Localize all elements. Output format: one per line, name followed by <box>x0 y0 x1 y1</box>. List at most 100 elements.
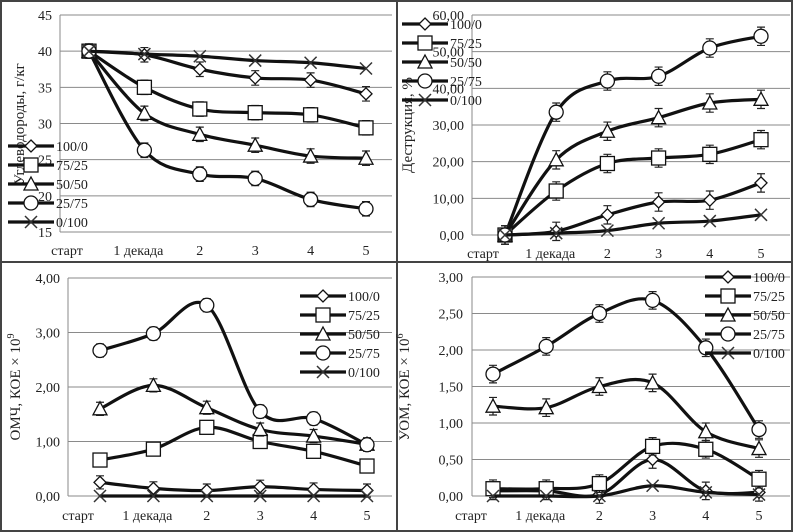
y-tick-label: 20,00 <box>433 156 465 171</box>
marker-circle <box>650 68 667 84</box>
legend-label: 50/50 <box>450 56 482 71</box>
y-tick-label: 30,00 <box>433 119 465 134</box>
x-tick-label: 5 <box>758 247 765 262</box>
marker-circle <box>23 195 39 211</box>
legend-label: 100/0 <box>753 271 785 286</box>
marker-triangle <box>247 136 264 152</box>
legend-label: 75/25 <box>348 309 380 324</box>
marker-circle <box>92 342 108 359</box>
marker-x <box>146 489 160 503</box>
marker-triangle <box>314 325 332 341</box>
legend-label: 25/75 <box>348 347 380 362</box>
series-line <box>493 484 760 499</box>
marker-triangle <box>416 53 434 69</box>
marker-x <box>82 44 96 58</box>
marker-x <box>93 489 107 503</box>
marker-square <box>302 107 319 123</box>
marker-x <box>137 47 151 61</box>
y-axis-label: ОМЧ, КОЕ × 109 <box>6 333 24 440</box>
marker-triangle <box>701 94 718 110</box>
marker-square <box>644 438 661 455</box>
legend-item: 100/0 <box>402 17 482 33</box>
marker-circle <box>305 410 322 427</box>
marker-x <box>539 489 553 503</box>
marker-x <box>600 224 614 238</box>
marker-square <box>702 146 718 162</box>
chart-destruction: 0,00 10,00 20,00 30,00 40,00 50,00 60,00 старт 1… <box>400 9 790 262</box>
legend-label: 0/100 <box>348 366 380 381</box>
series-75-25 <box>485 437 767 499</box>
marker-diamond <box>146 481 161 496</box>
marker-diamond <box>316 289 330 303</box>
chart-omch: 0,00 1,00 2,00 3,00 4,00 старт 1 декада 2 3 4 5 ОМЧ… <box>6 272 392 524</box>
x-tick-label: 1 декада <box>515 509 566 524</box>
x-tick-label: 5 <box>756 509 763 524</box>
y-tick-label: 30 <box>38 118 52 133</box>
legend-label: 75/25 <box>753 290 785 305</box>
y-tick-label: 2,00 <box>36 381 61 396</box>
marker-circle <box>702 40 718 56</box>
y-axis-label: Углеводороды, г/кг <box>12 63 28 185</box>
y-axis-label: УОМ, КОЕ × 106 <box>395 333 413 440</box>
marker-circle <box>644 292 661 309</box>
marker-x <box>646 479 660 493</box>
marker-square <box>192 101 208 117</box>
y-tick-label: 0,00 <box>36 490 61 505</box>
marker-triangle <box>599 122 616 138</box>
x-tick-label: 2 <box>196 244 203 259</box>
y-axis-label: Деструкция, % <box>400 77 416 173</box>
legend-item: 100/0 <box>300 289 380 305</box>
y-tick-label: 1,00 <box>439 417 464 432</box>
marker-x <box>316 365 330 379</box>
marker-triangle <box>252 421 269 437</box>
marker-square <box>751 471 767 487</box>
marker-triangle <box>198 399 215 415</box>
legend-label: 0/100 <box>450 94 482 109</box>
marker-x <box>754 208 768 222</box>
x-tick-label: 2 <box>604 247 611 262</box>
x-tick-label: 1 декада <box>113 244 164 259</box>
marker-x <box>721 346 735 360</box>
series-0-100 <box>82 44 373 76</box>
marker-circle <box>720 326 736 342</box>
legend-label: 25/75 <box>56 197 88 212</box>
marker-x <box>193 49 207 63</box>
marker-x <box>248 54 262 68</box>
legend-label: 75/25 <box>56 159 88 174</box>
marker-triangle <box>644 374 661 390</box>
marker-circle <box>417 73 433 89</box>
x-tick-label: старт <box>455 509 487 524</box>
legend-item: 75/25 <box>8 157 88 174</box>
marker-square <box>591 475 608 492</box>
marker-x <box>486 489 500 503</box>
chart-uom: 0,00 0,50 1,00 1,50 2,00 2,50 3,00 старт 1 декад… <box>395 270 790 524</box>
marker-triangle <box>22 175 40 191</box>
y-tick-label: 10,00 <box>433 192 465 207</box>
x-tick-label: 2 <box>596 509 603 524</box>
y-axis-label-exponent: 6 <box>395 333 406 338</box>
legend-item: 50/50 <box>705 306 785 324</box>
marker-square <box>92 452 108 468</box>
x-tick-label: 3 <box>257 509 264 524</box>
x-tick-label: старт <box>467 247 499 262</box>
marker-diamond <box>721 270 735 284</box>
marker-circle <box>751 421 767 438</box>
x-tick-label: 3 <box>252 244 259 259</box>
marker-triangle <box>91 400 109 416</box>
marker-diamond <box>651 195 666 209</box>
legend-label: 0/100 <box>753 347 785 362</box>
marker-circle <box>485 366 501 382</box>
marker-triangle <box>538 399 555 415</box>
marker-x <box>253 489 267 503</box>
marker-triangle <box>136 105 153 121</box>
y-tick-label: 0,50 <box>439 454 464 469</box>
marker-square <box>315 307 331 323</box>
series-line <box>88 49 367 71</box>
marker-triangle <box>305 427 322 443</box>
marker-x <box>200 489 214 503</box>
marker-diamond <box>702 193 717 208</box>
marker-circle <box>136 142 153 158</box>
marker-square <box>358 120 374 136</box>
marker-square <box>417 35 433 51</box>
